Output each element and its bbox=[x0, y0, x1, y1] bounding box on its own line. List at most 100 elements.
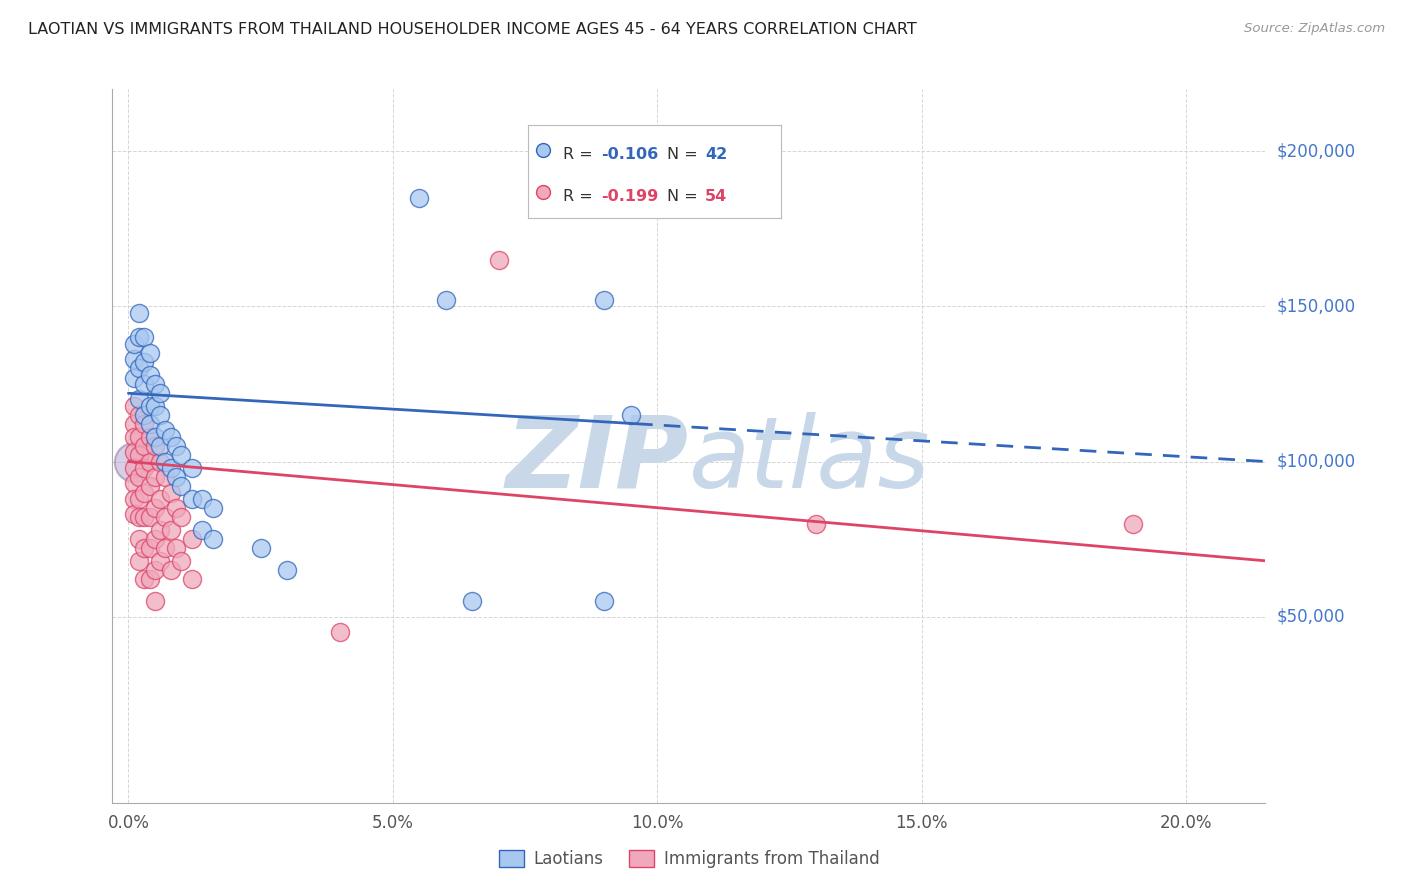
Point bbox=[155, 470, 177, 484]
Point bbox=[138, 510, 160, 524]
Text: 42: 42 bbox=[704, 147, 727, 162]
Point bbox=[149, 523, 172, 537]
Point bbox=[434, 293, 457, 308]
Point bbox=[143, 439, 166, 453]
Point bbox=[122, 370, 145, 384]
Point bbox=[128, 430, 150, 444]
Point bbox=[122, 460, 145, 475]
Point bbox=[170, 448, 193, 462]
Point bbox=[180, 491, 202, 506]
Text: -0.199: -0.199 bbox=[602, 189, 658, 203]
Point bbox=[329, 625, 352, 640]
Point bbox=[170, 479, 193, 493]
Point bbox=[128, 392, 150, 407]
Point bbox=[143, 532, 166, 546]
Point bbox=[201, 532, 224, 546]
Point bbox=[128, 305, 150, 319]
Point bbox=[122, 454, 145, 468]
Text: $200,000: $200,000 bbox=[1277, 142, 1355, 161]
Point bbox=[170, 554, 193, 568]
Point bbox=[143, 470, 166, 484]
Text: N =: N = bbox=[666, 147, 703, 162]
Point bbox=[620, 408, 643, 422]
Point bbox=[134, 330, 156, 344]
Point bbox=[138, 368, 160, 382]
Text: R =: R = bbox=[562, 189, 598, 203]
Point bbox=[408, 191, 430, 205]
Point bbox=[122, 417, 145, 432]
Point bbox=[159, 485, 181, 500]
Point bbox=[149, 439, 172, 453]
Point bbox=[165, 439, 187, 453]
Text: N =: N = bbox=[666, 189, 703, 203]
Point bbox=[531, 185, 554, 199]
Point bbox=[180, 573, 202, 587]
Point bbox=[155, 510, 177, 524]
Point bbox=[138, 454, 160, 468]
Text: $100,000: $100,000 bbox=[1277, 452, 1355, 470]
Point bbox=[122, 430, 145, 444]
Point bbox=[134, 485, 156, 500]
Point bbox=[149, 554, 172, 568]
Point bbox=[134, 439, 156, 453]
Point bbox=[180, 532, 202, 546]
Point bbox=[149, 454, 172, 468]
Point bbox=[155, 454, 177, 468]
Point bbox=[128, 491, 150, 506]
Point bbox=[191, 523, 214, 537]
Point bbox=[143, 594, 166, 608]
Point bbox=[128, 554, 150, 568]
Point bbox=[276, 563, 298, 577]
Point bbox=[143, 501, 166, 516]
Point bbox=[804, 516, 827, 531]
Point bbox=[159, 563, 181, 577]
Point bbox=[180, 460, 202, 475]
Point bbox=[134, 417, 156, 432]
Point bbox=[122, 399, 145, 413]
Text: LAOTIAN VS IMMIGRANTS FROM THAILAND HOUSEHOLDER INCOME AGES 45 - 64 YEARS CORREL: LAOTIAN VS IMMIGRANTS FROM THAILAND HOUS… bbox=[28, 22, 917, 37]
Point bbox=[128, 532, 150, 546]
Point bbox=[134, 541, 156, 556]
Point bbox=[159, 460, 181, 475]
Point bbox=[134, 355, 156, 369]
Point bbox=[138, 430, 160, 444]
Point bbox=[134, 460, 156, 475]
Point bbox=[128, 470, 150, 484]
Point bbox=[143, 430, 166, 444]
Text: $50,000: $50,000 bbox=[1277, 607, 1346, 625]
Point bbox=[170, 510, 193, 524]
Text: Source: ZipAtlas.com: Source: ZipAtlas.com bbox=[1244, 22, 1385, 36]
Point bbox=[134, 573, 156, 587]
Point bbox=[122, 476, 145, 491]
Point bbox=[134, 376, 156, 391]
Point bbox=[143, 376, 166, 391]
Text: -0.106: -0.106 bbox=[602, 147, 658, 162]
Point bbox=[1122, 516, 1144, 531]
Point bbox=[128, 330, 150, 344]
Point bbox=[122, 445, 145, 459]
Text: 54: 54 bbox=[704, 189, 727, 203]
Point bbox=[461, 594, 484, 608]
Text: ZIP: ZIP bbox=[506, 412, 689, 508]
Point bbox=[149, 491, 172, 506]
Point bbox=[593, 594, 616, 608]
Point bbox=[138, 573, 160, 587]
Point bbox=[159, 523, 181, 537]
Point bbox=[122, 491, 145, 506]
Point bbox=[134, 408, 156, 422]
Point bbox=[155, 424, 177, 438]
Point bbox=[128, 510, 150, 524]
Point bbox=[138, 541, 160, 556]
Point bbox=[122, 352, 145, 367]
Point bbox=[138, 399, 160, 413]
Point bbox=[122, 336, 145, 351]
Point bbox=[155, 541, 177, 556]
Point bbox=[191, 491, 214, 506]
Point bbox=[128, 408, 150, 422]
Point bbox=[134, 510, 156, 524]
Point bbox=[249, 541, 271, 556]
Point bbox=[128, 448, 150, 462]
Legend: Laotians, Immigrants from Thailand: Laotians, Immigrants from Thailand bbox=[491, 842, 887, 877]
Point bbox=[143, 563, 166, 577]
Point bbox=[149, 386, 172, 401]
